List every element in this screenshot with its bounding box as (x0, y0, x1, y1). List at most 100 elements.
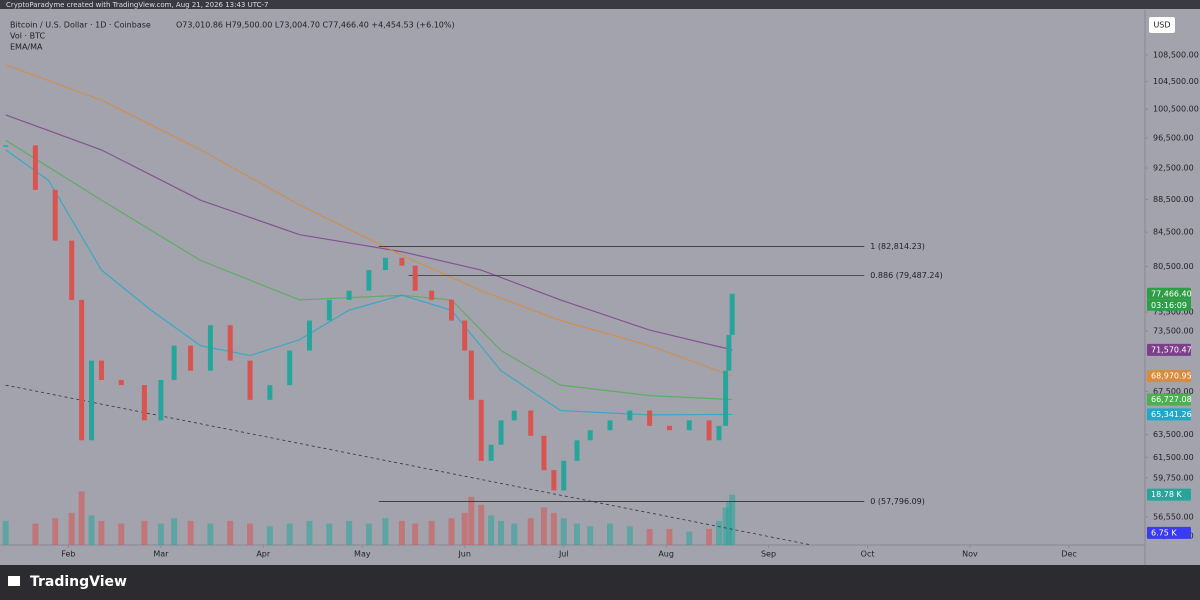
volume-bar (382, 518, 389, 545)
candle (587, 430, 593, 441)
candle (79, 299, 85, 441)
volume-badge-label: 18.78 K (1151, 490, 1182, 499)
volume-bar (725, 502, 732, 545)
volume-bar (365, 523, 372, 545)
volume-bar (88, 515, 95, 545)
candle (686, 420, 692, 431)
candle (287, 350, 293, 386)
candle (561, 460, 567, 491)
y-tick-label: 104,500.00 (1153, 77, 1199, 86)
x-tick-label: Jun (457, 550, 471, 559)
candle (227, 325, 233, 361)
candle (141, 385, 147, 421)
y-tick-label: 75,500.00 (1153, 307, 1194, 316)
candle (267, 385, 273, 400)
candle (326, 299, 332, 321)
x-tick-label: Oct (861, 550, 875, 559)
candle (207, 325, 213, 371)
volume-title: Vol · BTC (10, 32, 46, 41)
ma-badge-label: 71,570.47 (1151, 345, 1192, 354)
volume-bar (306, 520, 313, 545)
trendline (5, 384, 812, 546)
logo (8, 576, 20, 586)
volume-bar (286, 523, 293, 545)
volume-bar (78, 491, 85, 545)
y-tick-label: 73,500.00 (1153, 327, 1194, 336)
candle (118, 379, 124, 386)
ma-badge-label: 68,970.95 (1151, 372, 1192, 381)
volume-bar (68, 512, 75, 545)
candle (448, 299, 454, 321)
y-tick-label: 56,550.00 (1153, 512, 1194, 521)
candle (498, 420, 504, 445)
candle (716, 425, 722, 441)
volume-bar (722, 507, 729, 545)
y-tick-label: 88,500.00 (1153, 195, 1194, 204)
ma-badge (1147, 393, 1191, 406)
volume-bar (461, 512, 468, 545)
credit: CryptoParadyme created with TradingView.… (6, 1, 268, 9)
countdown-badge (1147, 299, 1191, 311)
volume-bar (428, 520, 435, 545)
moving-average (5, 114, 733, 351)
candle (551, 470, 557, 491)
volume-badge (1147, 488, 1191, 501)
currency[interactable]: USD (1153, 21, 1170, 30)
candle (382, 257, 388, 271)
moving-average (5, 64, 733, 377)
moving-average (5, 139, 733, 401)
candle (726, 334, 732, 371)
volume-bar (540, 507, 547, 545)
volume-bar (247, 523, 254, 545)
y-tick-label: 92,500.00 (1153, 164, 1194, 173)
volume-bar (587, 526, 594, 545)
candle (706, 420, 712, 441)
volume-bar (468, 496, 475, 545)
ma-badge (1147, 343, 1191, 356)
candle (511, 410, 517, 421)
y-tick-label: 96,500.00 (1153, 134, 1194, 143)
candle (32, 145, 38, 190)
fib-label: 0.886 (79,487.24) (870, 271, 942, 280)
volume-bar (266, 526, 273, 545)
candle (666, 425, 672, 431)
volume-bar (32, 523, 39, 545)
candle (171, 345, 177, 380)
candle (247, 360, 253, 400)
volume-bar (118, 523, 125, 545)
candle (462, 320, 468, 351)
candle (158, 379, 164, 421)
volume-bar (573, 523, 580, 545)
volume-bar (715, 520, 722, 545)
currency-box[interactable] (1149, 17, 1175, 33)
candle (729, 293, 735, 335)
volume-bar (346, 520, 353, 545)
volume-bar (498, 520, 505, 545)
fib-label: 1 (82,814.23) (870, 242, 925, 251)
chart-title: Bitcoin / U.S. Dollar · 1D · Coinbase (10, 21, 151, 30)
volume-bar (527, 518, 534, 545)
volume-bar (398, 520, 405, 545)
candle (574, 440, 580, 461)
y-tick-label: 108,500.00 (1153, 50, 1199, 59)
volume-bar (560, 518, 567, 545)
y-tick-label: 100,500.00 (1153, 105, 1199, 114)
candle (412, 265, 418, 291)
volume-bar (207, 523, 214, 545)
volume-bar (511, 523, 518, 545)
price-badge (1147, 287, 1191, 300)
volume-bar (550, 512, 557, 545)
volume-bar (412, 523, 419, 545)
candle (346, 290, 352, 300)
volume-bar (686, 531, 693, 545)
candle (3, 145, 9, 147)
y-tick-label: 80,500.00 (1153, 262, 1194, 271)
x-tick-label: Feb (61, 550, 75, 559)
volume-ma-badge-label: 6.75 K (1151, 528, 1177, 537)
volume-bar (706, 528, 713, 545)
candle (188, 345, 194, 371)
credit-bar (0, 0, 1200, 9)
volume-bar (2, 520, 9, 545)
ma-badge (1147, 370, 1191, 383)
